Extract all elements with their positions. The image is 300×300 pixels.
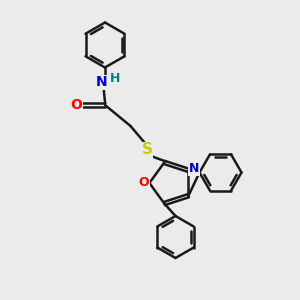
Text: N: N (189, 162, 199, 175)
Text: H: H (110, 72, 120, 86)
Text: O: O (139, 176, 149, 190)
Text: O: O (70, 98, 83, 112)
Text: N: N (96, 76, 107, 89)
Text: S: S (142, 142, 152, 158)
